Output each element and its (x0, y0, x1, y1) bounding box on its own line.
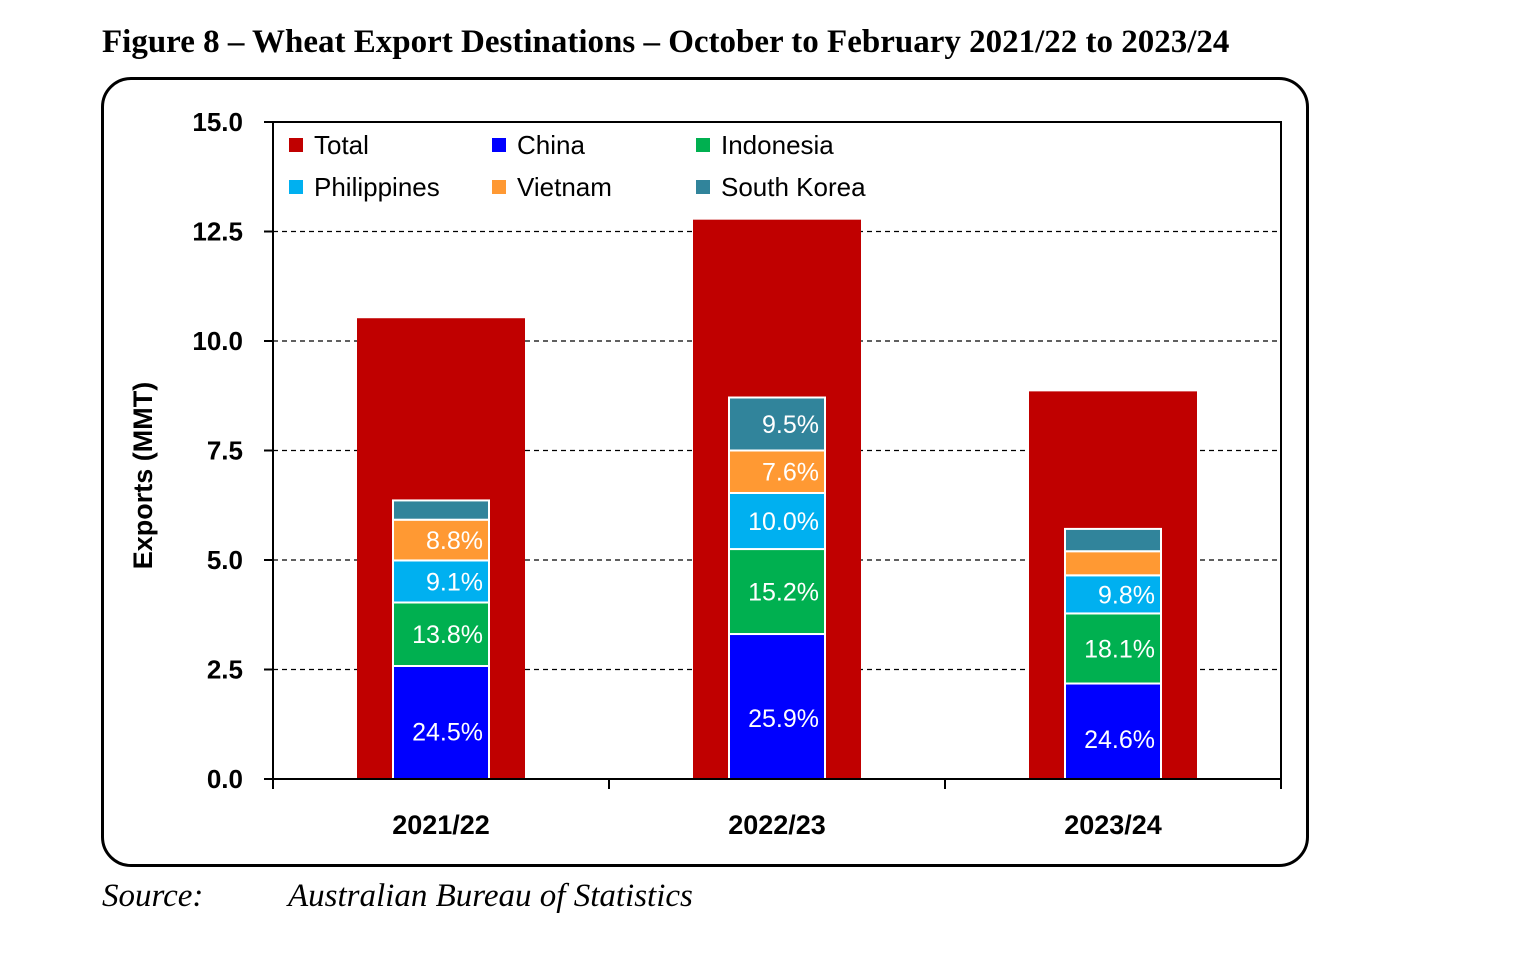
legend-swatch (492, 138, 506, 152)
source-text: Australian Bureau of Statistics (288, 878, 693, 914)
axes: 0.0 2.5 5.0 7.5 10.0 12.5 15.0 2021/22 2022/23 20… (128, 107, 1282, 840)
legend-item-south-korea: South Korea (696, 172, 866, 202)
data-label: 18.1% (1084, 635, 1155, 663)
x-tick-label: 2022/23 (728, 810, 826, 840)
legend-item-china: China (492, 130, 585, 160)
source-label: Source: (102, 878, 204, 914)
legend-label: Philippines (314, 172, 440, 202)
figure-title: Figure 8 – Wheat Export Destinations – O… (102, 24, 1230, 60)
y-tick-label: 0.0 (207, 764, 243, 794)
data-label: 24.6% (1084, 726, 1155, 754)
data-label: 8.8% (426, 527, 483, 555)
legend-label: Total (314, 130, 369, 160)
legend-swatch (696, 138, 710, 152)
y-tick-label: 2.5 (207, 655, 243, 685)
legend-swatch (492, 180, 506, 194)
y-axis-title: Exports (MMT) (128, 382, 158, 569)
legend-label: Indonesia (721, 130, 834, 160)
source-note: Source: Australian Bureau of Statistics (102, 878, 693, 915)
y-tick-label: 12.5 (192, 217, 243, 247)
bar-segment-indonesia (392, 601, 490, 667)
legend-label: South Korea (721, 172, 866, 202)
bar-segment-vietnam (1064, 550, 1162, 577)
y-tick-label: 7.5 (207, 436, 243, 466)
legend-item-indonesia: Indonesia (696, 130, 834, 160)
legend-label: China (517, 130, 585, 160)
legend-label: Vietnam (517, 172, 612, 202)
legend-item-vietnam: Vietnam (492, 172, 612, 202)
bar-segment-china (728, 633, 826, 780)
data-label: 15.2% (748, 579, 819, 607)
bar-segment-indonesia (1064, 612, 1162, 685)
data-label: 24.5% (412, 719, 483, 747)
bar-segment-china (392, 664, 490, 780)
data-label: 10.0% (748, 508, 819, 536)
data-label: 9.8% (1098, 581, 1155, 609)
legend: Total China Indonesia Philippines Vietnam Sou… (289, 130, 866, 202)
bar-segment-south-korea (1064, 527, 1162, 553)
legend-item-philippines: Philippines (289, 172, 440, 202)
y-tick-label: 5.0 (207, 545, 243, 575)
y-tick-label: 10.0 (192, 326, 243, 356)
data-label: 9.1% (426, 568, 483, 596)
data-label: 9.5% (762, 411, 819, 439)
legend-swatch (289, 138, 303, 152)
x-tick-label: 2021/22 (392, 810, 490, 840)
bar-segment-vietnam (728, 449, 826, 494)
bars: 24.5% 13.8% 9.1% 8.8% 25.9% 15.2% 10.0% 7.6% 9.5… (357, 219, 1197, 780)
bar-segment-south-korea (392, 499, 490, 521)
bar-segment-vietnam (392, 518, 490, 562)
legend-item-total: Total (289, 130, 369, 160)
bar-segment-philippines (728, 491, 826, 551)
legend-swatch (289, 180, 303, 194)
data-label: 25.9% (748, 705, 819, 733)
bar-segment-south-korea (728, 396, 826, 452)
legend-swatch (696, 180, 710, 194)
bar-segment-indonesia (728, 548, 826, 636)
chart-frame (101, 77, 1309, 867)
data-label: 13.8% (412, 621, 483, 649)
x-tick-label: 2023/24 (1064, 810, 1162, 840)
data-label: 7.6% (762, 459, 819, 487)
y-tick-label: 15.0 (192, 107, 243, 137)
